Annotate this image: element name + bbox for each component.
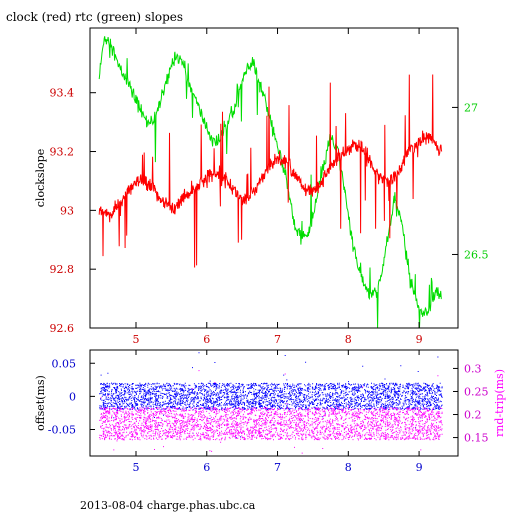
top-ytick-label: 93.4 <box>50 87 75 100</box>
top-axes-frame <box>89 27 459 329</box>
top-ytick-label: 93 <box>60 204 74 217</box>
bottom-y2tick-label: 0.3 <box>464 362 482 375</box>
bottom-ylabel: offset(ms) <box>34 375 47 431</box>
top-ytick-label: 92.6 <box>50 322 75 335</box>
series-line-rtc <box>98 36 442 329</box>
footer-label: 2013-08-04 charge.phas.ubc.ca <box>80 499 256 512</box>
bottom-xtick-label: 8 <box>345 461 352 474</box>
top-ytick-label: 92.8 <box>50 263 75 276</box>
top-xtick-label: 6 <box>203 333 210 346</box>
bottom-y2tick-label: 0.15 <box>464 432 489 445</box>
bottom-xtick-label: 5 <box>133 461 140 474</box>
top-ylabel: clockslope <box>34 149 47 207</box>
bottom-y2label: rnd-trip(ms) <box>493 369 506 437</box>
bottom-axes-frame <box>89 349 459 457</box>
top-xtick-label: 5 <box>133 333 140 346</box>
bottom-ytick-label: 0 <box>69 390 76 403</box>
top-y2tick-label: 27 <box>464 101 478 114</box>
series-line-clock <box>98 74 443 268</box>
bottom-xtick-label: 9 <box>416 461 423 474</box>
chart-title: clock (red) rtc (green) slopes <box>6 10 183 24</box>
bottom-y2tick-label: 0.25 <box>464 385 489 398</box>
top-ytick-label: 93.2 <box>50 146 75 159</box>
bottom-y2tick-label: 0.2 <box>464 409 482 422</box>
bottom-ytick-label: -0.05 <box>48 424 76 437</box>
bottom-xtick-label: 6 <box>203 461 210 474</box>
series-points-rndtrip <box>99 370 443 454</box>
series-points-offset <box>99 352 443 438</box>
bottom-xtick-label: 7 <box>274 461 281 474</box>
top-xtick-label: 7 <box>274 333 281 346</box>
top-xtick-label: 9 <box>416 333 423 346</box>
top-chart: 5 6 7 8 9 92.6 92.8 93 93.2 93.4 26.5 27 clockslope <box>34 27 489 346</box>
bottom-ytick-label: 0.05 <box>52 357 77 370</box>
bottom-chart: 5 6 7 8 9 -0.05 0 0.05 0.15 0.2 0.25 0.3 offset(ms) r… <box>34 349 506 474</box>
top-xtick-label: 8 <box>345 333 352 346</box>
top-y2tick-label: 26.5 <box>464 248 489 261</box>
